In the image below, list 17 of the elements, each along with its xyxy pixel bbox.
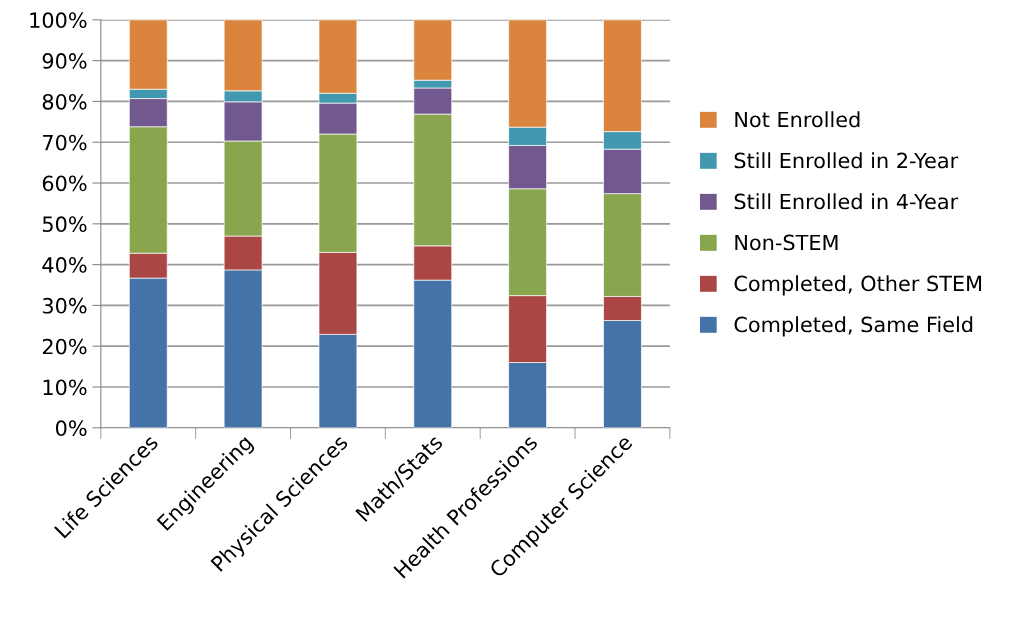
y-tick-label: 100% (30, 12, 87, 29)
y-tick-label: 70% (43, 134, 87, 151)
y-tick-label: 0% (55, 420, 87, 437)
y-tick-label: 60% (42, 175, 87, 192)
legend-label: Non-STEM (735, 234, 838, 251)
legend-label: Still Enrolled in 4-Year (734, 193, 959, 210)
legend-label: Completed, Same Field (734, 316, 973, 337)
legend-label: Still Enrolled in 2-Year (734, 152, 959, 169)
legend-label: Completed, Other STEM (734, 275, 982, 296)
y-tick-label: 40% (42, 257, 87, 273)
y-tick-label: 30% (42, 297, 87, 314)
y-tick-label: 50% (42, 216, 87, 233)
legend-label: Not Enrolled (735, 111, 860, 128)
y-tick-label: 80% (42, 93, 87, 110)
y-tick-label: 10% (43, 379, 87, 396)
y-tick-label: 90% (42, 53, 87, 69)
y-tick-label: 20% (42, 338, 87, 355)
